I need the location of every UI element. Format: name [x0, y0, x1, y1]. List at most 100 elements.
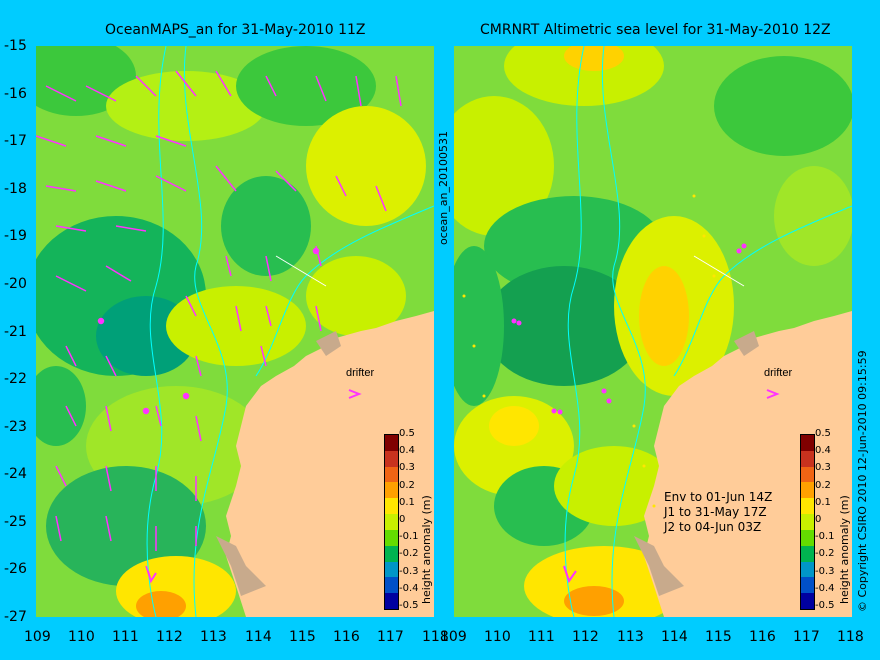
colorbar-tick: 0: [815, 514, 822, 525]
lon-tick: 111: [112, 629, 139, 645]
lon-tick: 116: [333, 629, 360, 645]
colorbar-tick: -0.2: [815, 548, 835, 560]
colorbar-tick: -0.2: [399, 548, 419, 560]
lon-tick: 113: [617, 629, 644, 645]
left-colorbar: [384, 434, 399, 610]
lon-tick: 110: [484, 629, 511, 645]
colorbar-tick: -0.5: [399, 600, 419, 611]
lon-tick: 114: [245, 629, 272, 645]
colorbar-segment: [801, 529, 814, 546]
left-map-title: OceanMAPS_an for 31-May-2010 11Z: [105, 22, 366, 38]
colorbar-tick: -0.1: [399, 531, 419, 543]
lon-tick: 112: [156, 629, 183, 645]
lat-tick: -21: [4, 324, 27, 340]
lon-tick: 114: [661, 629, 688, 645]
colorbar-segment: [801, 498, 814, 515]
colorbar-segment: [385, 466, 398, 483]
lon-tick: 111: [528, 629, 555, 645]
left-colorbar-label: height anomaly (m): [420, 495, 433, 604]
right-drifter-tracks: [511, 243, 747, 415]
colorbar-segment: [385, 450, 398, 467]
run-id-label: ocean_an_20100531: [437, 131, 450, 245]
colorbar-tick: -0.5: [815, 600, 835, 611]
current-arrows: [36, 70, 402, 582]
lon-tick: 116: [749, 629, 776, 645]
right-colorbar-label: height anomaly (m): [838, 495, 851, 604]
lat-tick: -17: [4, 133, 27, 149]
left-contours: [146, 46, 434, 617]
lat-tick: -26: [4, 561, 27, 577]
colorbar-segment: [385, 545, 398, 562]
lon-tick: 113: [200, 629, 227, 645]
colorbar-segment: [801, 482, 814, 499]
colorbar-tick: 0.1: [815, 496, 831, 508]
colorbar-segment: [801, 545, 814, 562]
colorbar-segment: [801, 450, 814, 467]
right-map: drifter: [454, 46, 852, 617]
colorbar-tick: -0.4: [399, 582, 419, 594]
colorbar-segment: [385, 593, 398, 609]
lat-tick: -16: [4, 86, 27, 102]
colorbar-segment: [801, 577, 814, 594]
left-drifter-label: drifter: [346, 367, 374, 379]
colorbar-tick: 0.4: [815, 445, 831, 457]
lat-tick: -23: [4, 419, 27, 435]
colorbar-tick: 0.1: [399, 496, 415, 508]
colorbar-segment: [385, 482, 398, 499]
right-drifter-label: drifter: [764, 367, 792, 379]
colorbar-tick: -0.4: [815, 582, 835, 594]
colorbar-segment: [801, 514, 814, 530]
colorbar-tick: 0.5: [399, 428, 415, 439]
lon-tick: 112: [572, 629, 599, 645]
colorbar-segment: [385, 514, 398, 530]
lon-tick: 115: [289, 629, 316, 645]
colorbar-segment: [801, 593, 814, 609]
copyright-label: © Copyright CSIRO 2010 12-Jun-2010 09:15…: [856, 350, 869, 612]
colorbar-tick: 0.2: [399, 479, 415, 491]
colorbar-segment: [385, 577, 398, 594]
lon-tick: 110: [68, 629, 95, 645]
satellite-notes: Env to 01-Jun 14Z J1 to 31-May 17Z J2 to…: [664, 490, 772, 535]
left-land: [226, 311, 434, 617]
lon-tick: 109: [440, 629, 467, 645]
colorbar-tick: -0.3: [815, 565, 835, 577]
colorbar-tick: 0.3: [399, 462, 415, 474]
lon-tick: 115: [705, 629, 732, 645]
colorbar-segment: [385, 435, 398, 451]
lat-tick: -22: [4, 371, 27, 387]
lat-tick: -27: [4, 609, 27, 625]
colorbar-tick: 0.2: [815, 479, 831, 491]
lon-tick: 117: [793, 629, 820, 645]
left-map-graphic: drifter: [36, 46, 434, 617]
colorbar-tick: 0.4: [399, 445, 415, 457]
lat-tick: -20: [4, 276, 27, 292]
lat-tick: -25: [4, 514, 27, 530]
lat-tick: -15: [4, 38, 27, 54]
colorbar-tick: 0: [399, 514, 406, 525]
colorbar-tick: -0.1: [815, 531, 835, 543]
drifter-marker: [348, 389, 362, 399]
note-line: J1 to 31-May 17Z: [664, 505, 767, 519]
lon-tick: 117: [377, 629, 404, 645]
colorbar-segment: [385, 561, 398, 578]
lon-tick: 118: [422, 629, 449, 645]
left-map: drifter: [36, 46, 434, 617]
right-colorbar: [800, 434, 815, 610]
lon-tick: 118: [837, 629, 864, 645]
lon-tick: 109: [24, 629, 51, 645]
colorbar-tick: 0.3: [815, 462, 831, 474]
lat-tick: -19: [4, 228, 27, 244]
right-contours: [564, 46, 852, 617]
colorbar-segment: [801, 435, 814, 451]
right-map-title: CMRNRT Altimetric sea level for 31-May-2…: [480, 22, 831, 38]
lat-tick: -18: [4, 181, 27, 197]
colorbar-segment: [801, 561, 814, 578]
lat-tick: -24: [4, 466, 27, 482]
colorbar-segment: [385, 529, 398, 546]
colorbar-segment: [801, 466, 814, 483]
right-map-graphic: drifter: [454, 46, 852, 617]
colorbar-tick: 0.5: [815, 428, 831, 439]
note-line: J2 to 04-Jun 03Z: [664, 520, 762, 534]
note-line: Env to 01-Jun 14Z: [664, 490, 773, 504]
altimeter-tracks: [462, 194, 716, 508]
